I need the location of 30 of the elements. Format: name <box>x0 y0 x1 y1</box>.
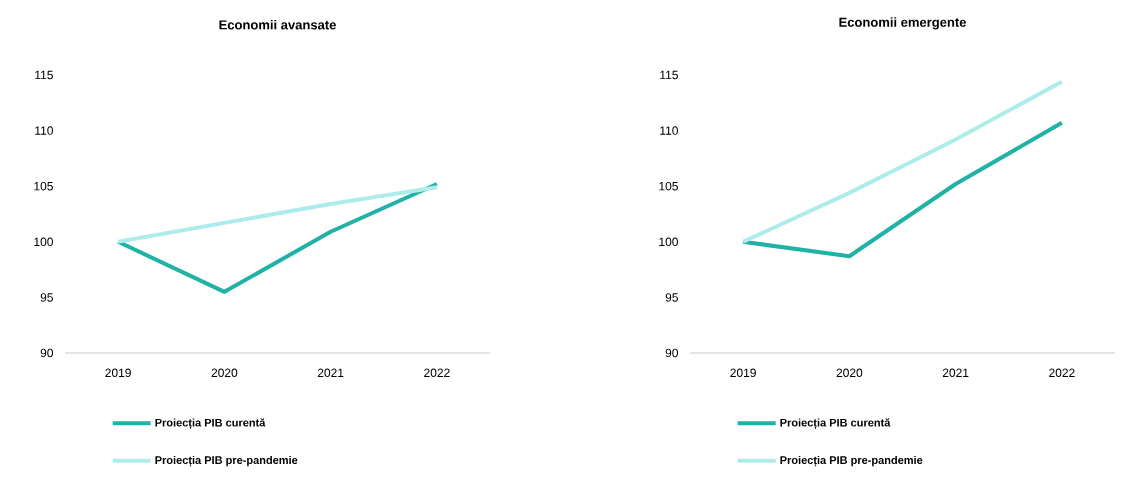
chart-title: Economii avansate <box>219 19 336 30</box>
y-tick-label: 90 <box>665 348 679 358</box>
x-tick-label: 2019 <box>105 368 131 378</box>
x-tick-label: 2021 <box>942 368 969 378</box>
legend-label: Proiecția PIB curentă <box>780 418 891 430</box>
y-tick-label: 110 <box>660 126 679 135</box>
x-tick-label: 2022 <box>1049 368 1075 378</box>
y-tick-label: 90 <box>40 348 53 358</box>
y-tick-label: 105 <box>659 181 678 191</box>
legend-label: Proiecția PIB pre-pandemie <box>155 455 298 467</box>
x-tick-label: 2021 <box>317 368 344 378</box>
line-series <box>741 79 1064 244</box>
x-tick-label: 2019 <box>730 368 756 378</box>
x-tick-label: 2022 <box>424 368 450 378</box>
line-series <box>741 120 1064 259</box>
line-series <box>116 185 439 244</box>
y-tick-label: 115 <box>660 70 678 80</box>
y-tick-label: 95 <box>40 293 53 302</box>
y-tick-label: 95 <box>665 293 678 302</box>
line-series <box>116 181 439 294</box>
y-tick-label: 100 <box>659 237 679 247</box>
y-tick-label: 100 <box>34 237 53 247</box>
x-tick-label: 2020 <box>836 368 863 378</box>
y-tick-label: 110 <box>35 126 54 135</box>
x-tick-label: 2020 <box>211 368 238 378</box>
legend-label: Proiecția PIB pre-pandemie <box>780 455 923 467</box>
y-tick-label: 115 <box>35 70 53 80</box>
y-tick-label: 105 <box>34 181 53 191</box>
legend-label: Proiecția PIB curentă <box>155 418 266 430</box>
chart-title: Economii emergente <box>839 17 966 30</box>
